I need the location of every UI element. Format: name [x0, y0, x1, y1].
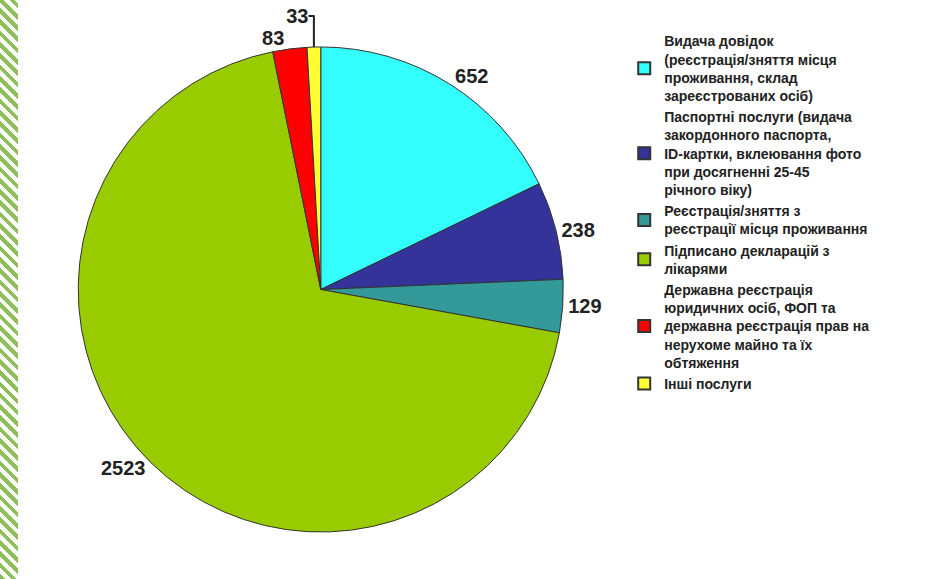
- svg-text:83: 83: [262, 27, 284, 49]
- svg-text:652: 652: [455, 65, 488, 87]
- svg-text:Державна реєстраціяюридичних о: Державна реєстраціяюридичних осіб, ФОП т…: [664, 282, 869, 371]
- svg-text:Інші послуги: Інші послуги: [664, 376, 751, 392]
- svg-text:129: 129: [568, 295, 601, 317]
- svg-text:Підписано декларацій злікарями: Підписано декларацій злікарями: [664, 243, 829, 277]
- svg-text:33: 33: [286, 5, 308, 27]
- svg-text:238: 238: [561, 219, 594, 241]
- svg-text:2523: 2523: [101, 457, 146, 479]
- svg-text:Реєстрація/зняття зреєстрації: Реєстрація/зняття зреєстрації місця прож…: [664, 203, 867, 237]
- svg-text:Видача довідок(реєстрація/знят: Видача довідок(реєстрація/зняття місцяпр…: [664, 33, 836, 104]
- svg-text:Паспортні послуги (видачазакор: Паспортні послуги (видачазакордонного па…: [664, 109, 861, 198]
